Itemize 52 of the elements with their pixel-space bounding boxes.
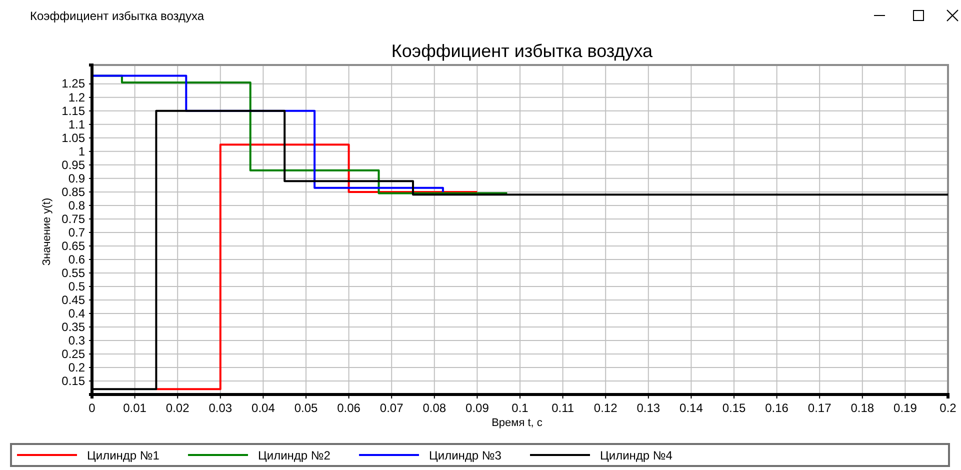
y-tick-label: 1.05: [62, 130, 86, 145]
x-tick-label: 0.07: [380, 401, 404, 416]
x-axis-title: Время t, с: [492, 417, 543, 429]
legend-label: Цилиндр №1: [87, 448, 160, 462]
y-tick-label: 0.55: [62, 266, 86, 280]
x-tick-label: 0.02: [166, 401, 190, 416]
y-tick-label: 0.25: [62, 346, 86, 361]
x-tick-label: 0.05: [294, 401, 318, 416]
y-tick-label: 1: [78, 144, 86, 158]
legend-label: Цилиндр №3: [429, 448, 502, 462]
y-tick-label: 0.6: [68, 252, 86, 266]
x-tick-label: 0.19: [894, 401, 918, 416]
y-tick-label: 0.85: [62, 184, 86, 199]
x-tick-label: 0.13: [636, 401, 660, 416]
x-tick-label: 0: [88, 401, 96, 416]
y-tick-label: 1.2: [68, 90, 86, 104]
y-tick-label: 0.3: [68, 333, 86, 348]
x-tick-label: 0.12: [594, 401, 618, 416]
y-tick-label: 0.7: [68, 225, 86, 240]
x-tick-label: 0.1: [512, 401, 529, 416]
x-tick-label: 0.14: [680, 401, 704, 416]
text: Коэффициент избытка воздуха: [30, 9, 204, 23]
y-tick-label: 0.5: [68, 279, 86, 294]
legend-label: Цилиндр №2: [258, 448, 331, 462]
chart-title: Коэффициент избытка воздуха: [391, 41, 654, 61]
legend-label: Цилиндр №4: [600, 448, 673, 462]
y-tick-label: 0.95: [62, 158, 86, 172]
y-tick-label: 0.2: [68, 360, 86, 374]
y-tick-label: 0.75: [62, 212, 86, 226]
y-tick-label: 1.1: [68, 117, 86, 132]
x-tick-label: 0.2: [940, 401, 957, 416]
y-tick-label: 0.65: [62, 238, 86, 253]
y-tick-label: 0.4: [68, 306, 86, 320]
y-tick-label: 1.15: [62, 104, 86, 118]
x-tick-label: 0.09: [466, 401, 490, 416]
x-tick-label: 0.18: [850, 401, 874, 416]
x-tick-label: 0.15: [722, 401, 746, 416]
x-tick-label: 0.01: [123, 401, 147, 416]
x-tick-label: 0.16: [765, 401, 789, 416]
y-axis-title: Значение y(t): [41, 198, 53, 266]
y-tick-label: 0.45: [62, 292, 86, 307]
x-tick-label: 0.03: [208, 401, 232, 416]
x-tick-label: 0.11: [552, 401, 574, 416]
y-tick-label: 0.35: [62, 320, 86, 334]
y-tick-label: 0.15: [62, 374, 86, 388]
y-tick-label: 1.25: [62, 76, 86, 91]
x-tick-label: 0.06: [337, 401, 361, 416]
y-tick-label: 0.8: [68, 198, 86, 212]
x-tick-label: 0.08: [422, 401, 446, 416]
x-tick-label: 0.04: [252, 401, 276, 416]
x-tick-label: 0.17: [808, 401, 832, 416]
y-tick-label: 0.9: [68, 171, 86, 186]
